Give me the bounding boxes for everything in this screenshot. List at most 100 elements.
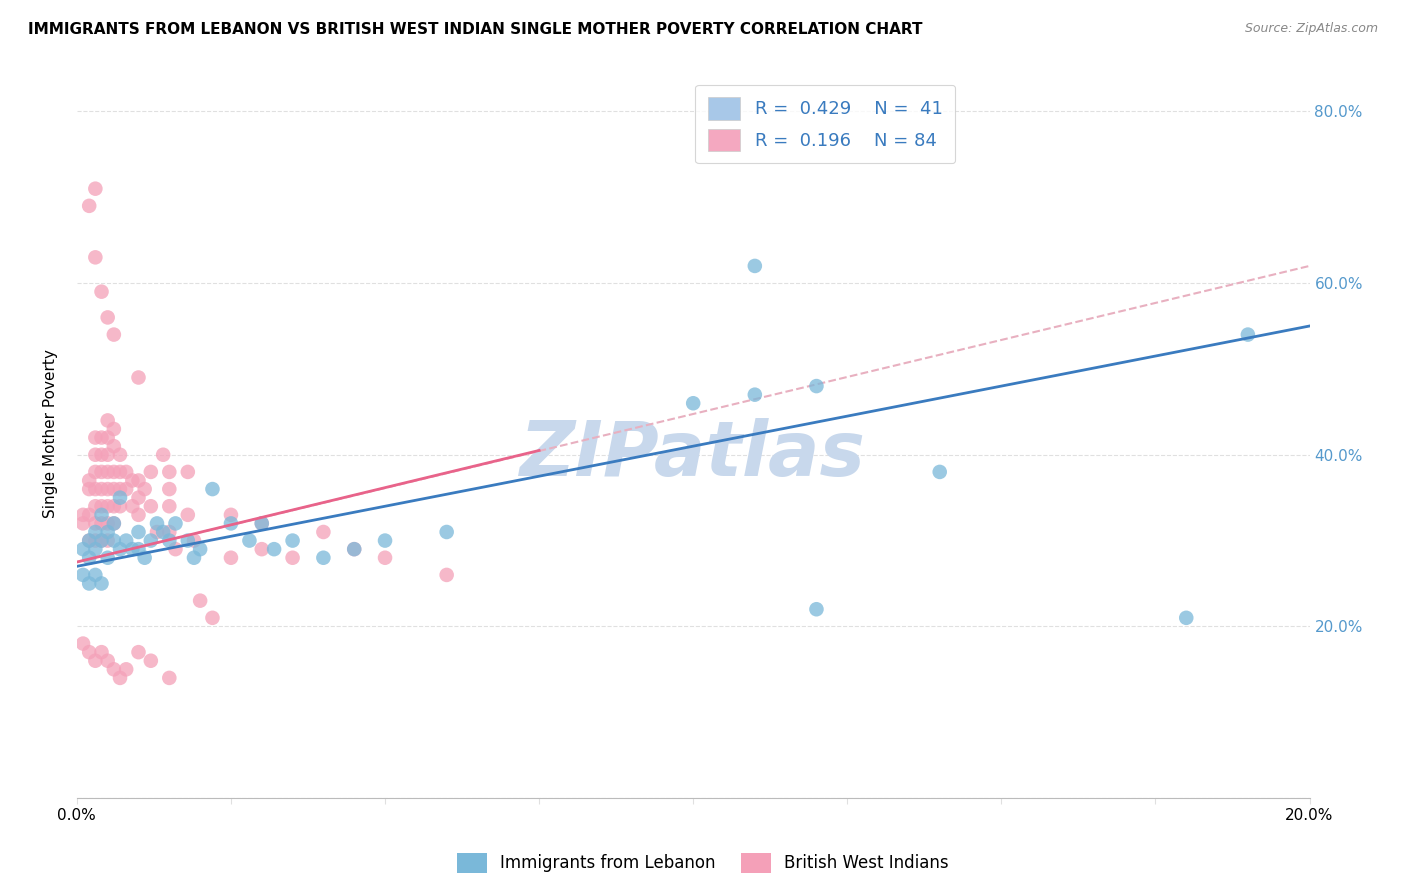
Point [103, 500, 125, 514]
Point [90, 576, 112, 591]
Point [97, 465, 120, 479]
Point [115, 533, 138, 548]
Point [128, 474, 150, 488]
Point [744, 387, 766, 401]
Point [219, 508, 242, 522]
Point [128, 370, 150, 384]
Point [928, 465, 950, 479]
Point [97, 654, 120, 668]
Point [84, 251, 107, 265]
Point [177, 533, 200, 548]
Point [90, 482, 112, 496]
Point [77, 533, 100, 548]
Point [201, 611, 224, 625]
Point [97, 448, 120, 462]
Point [1175, 611, 1198, 625]
Point [77, 533, 100, 548]
Point [97, 516, 120, 531]
Point [139, 533, 162, 548]
Point [139, 654, 162, 668]
Point [84, 465, 107, 479]
Point [183, 533, 205, 548]
Point [72, 508, 94, 522]
Point [108, 500, 131, 514]
Point [157, 465, 180, 479]
Point [90, 431, 112, 445]
Point [84, 568, 107, 582]
Point [128, 508, 150, 522]
Point [250, 516, 273, 531]
Point [103, 516, 125, 531]
Point [374, 550, 396, 565]
Point [165, 542, 187, 557]
Point [97, 550, 120, 565]
Point [219, 550, 242, 565]
Point [188, 542, 211, 557]
Point [134, 550, 156, 565]
Point [84, 524, 107, 539]
Point [103, 327, 125, 342]
Point [146, 516, 169, 531]
Point [134, 482, 156, 496]
Point [90, 533, 112, 548]
Legend: R =  0.429    N =  41, R =  0.196    N = 84: R = 0.429 N = 41, R = 0.196 N = 84 [695, 85, 955, 163]
Point [90, 500, 112, 514]
Point [103, 533, 125, 548]
Point [103, 662, 125, 676]
Point [128, 524, 150, 539]
Point [97, 533, 120, 548]
Point [72, 636, 94, 650]
Point [436, 568, 458, 582]
Point [165, 516, 187, 531]
Point [103, 439, 125, 453]
Point [219, 516, 242, 531]
Point [103, 482, 125, 496]
Point [84, 431, 107, 445]
Point [77, 508, 100, 522]
Point [682, 396, 704, 410]
Point [84, 542, 107, 557]
Point [157, 533, 180, 548]
Point [77, 199, 100, 213]
Point [97, 524, 120, 539]
Point [72, 568, 94, 582]
Point [77, 550, 100, 565]
Point [177, 465, 200, 479]
Point [97, 500, 120, 514]
Point [312, 524, 335, 539]
Point [238, 533, 260, 548]
Point [84, 654, 107, 668]
Point [281, 550, 304, 565]
Point [281, 533, 304, 548]
Point [72, 516, 94, 531]
Point [97, 482, 120, 496]
Point [77, 474, 100, 488]
Point [97, 413, 120, 427]
Point [128, 645, 150, 659]
Point [108, 491, 131, 505]
Point [90, 508, 112, 522]
Text: Source: ZipAtlas.com: Source: ZipAtlas.com [1244, 22, 1378, 36]
Point [97, 431, 120, 445]
Point [121, 500, 143, 514]
Point [139, 500, 162, 514]
Point [177, 508, 200, 522]
Point [157, 500, 180, 514]
Point [108, 482, 131, 496]
Point [108, 448, 131, 462]
Point [139, 465, 162, 479]
Point [806, 379, 828, 393]
Text: ZIPatlas: ZIPatlas [520, 418, 866, 492]
Point [90, 645, 112, 659]
Point [90, 285, 112, 299]
Point [103, 516, 125, 531]
Y-axis label: Single Mother Poverty: Single Mother Poverty [44, 349, 58, 517]
Point [250, 516, 273, 531]
Text: IMMIGRANTS FROM LEBANON VS BRITISH WEST INDIAN SINGLE MOTHER POVERTY CORRELATION: IMMIGRANTS FROM LEBANON VS BRITISH WEST … [28, 22, 922, 37]
Point [146, 524, 169, 539]
Point [152, 524, 174, 539]
Point [90, 465, 112, 479]
Point [157, 524, 180, 539]
Point [108, 542, 131, 557]
Point [115, 662, 138, 676]
